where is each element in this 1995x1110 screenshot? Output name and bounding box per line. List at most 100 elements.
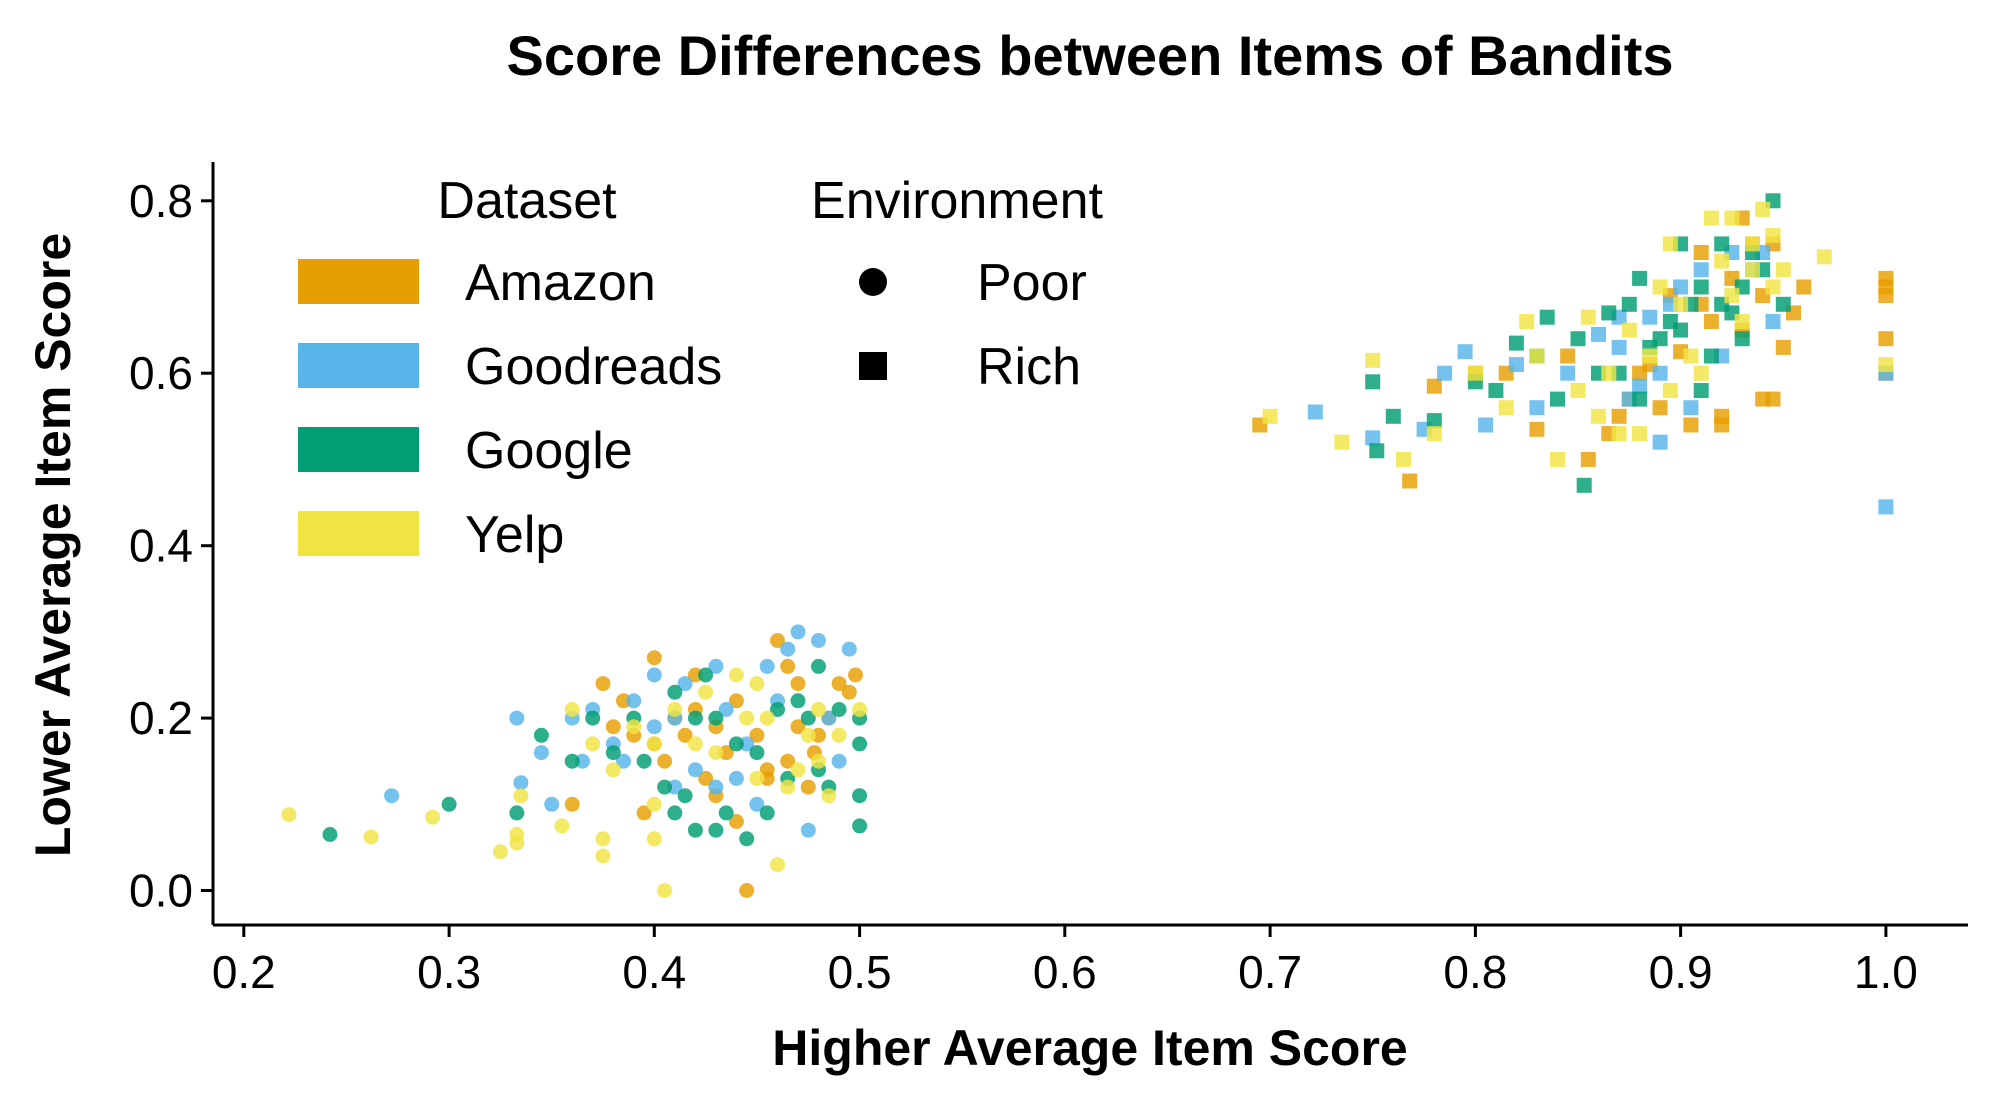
point-goodreads-rich-9: [1591, 326, 1606, 342]
point-goodreads-rich-5: [1478, 417, 1494, 433]
point-amazon-poor-29: [790, 719, 806, 735]
point-google-poor-0: [322, 827, 338, 842]
point-goodreads-poor-30: [646, 719, 662, 735]
y-tick-label-0-8: 0.8: [129, 175, 193, 227]
point-yelp-rich-33: [1662, 383, 1678, 398]
y-tick-label-0-4: 0.4: [129, 520, 193, 572]
point-goodreads-rich-0: [1307, 404, 1323, 420]
x-tick-label-1-0: 1.0: [1854, 946, 1918, 998]
point-yelp-rich-10: [1580, 309, 1596, 325]
point-amazon-rich-25: [1775, 339, 1791, 355]
point-google-poor-8: [636, 753, 652, 769]
legend-marker-poor: [859, 268, 887, 296]
point-goodreads-poor-23: [821, 710, 837, 726]
point-yelp-poor-21: [728, 667, 744, 683]
point-yelp-rich-36: [1765, 227, 1781, 243]
point-yelp-rich-3: [1396, 451, 1411, 467]
point-goodreads-poor-27: [749, 796, 765, 812]
point-amazon-poor-23: [848, 667, 863, 683]
point-google-poor-32: [687, 710, 703, 726]
point-yelp-rich-12: [1601, 365, 1617, 381]
point-amazon-poor-30: [564, 796, 580, 812]
legend-label-rich: Rich: [977, 338, 1081, 396]
point-google-rich-9: [1550, 391, 1565, 407]
point-amazon-poor-12: [739, 883, 755, 898]
point-google-rich-15: [1632, 391, 1648, 407]
point-goodreads-rich-12: [1632, 378, 1648, 394]
legend-swatch-amazon: [298, 259, 419, 304]
point-yelp-poor-28: [800, 727, 816, 743]
point-yelp-rich-32: [1745, 236, 1760, 252]
point-google-poor-11: [667, 684, 683, 700]
x-tick-label-0-6: 0.6: [1033, 946, 1097, 998]
point-yelp-rich-13: [1621, 322, 1637, 338]
point-goodreads-poor-1: [509, 710, 525, 726]
point-yelp-poor-11: [595, 831, 611, 847]
point-amazon-poor-4: [657, 753, 673, 769]
point-goodreads-poor-9: [626, 693, 642, 709]
point-goodreads-poor-14: [708, 658, 724, 674]
point-yelp-rich-9: [1570, 383, 1586, 398]
point-yelp-poor-6: [513, 788, 529, 804]
point-google-poor-15: [708, 710, 724, 726]
point-yelp-poor-29: [811, 753, 826, 769]
point-google-rich-8: [1539, 309, 1555, 325]
point-amazon-rich-6: [1560, 348, 1576, 364]
point-amazon-poor-22: [841, 684, 857, 700]
point-google-rich-30: [1693, 383, 1709, 398]
point-google-poor-17: [728, 736, 744, 752]
point-amazon-poor-27: [728, 814, 744, 829]
point-amazon-rich-36: [1755, 391, 1771, 407]
point-google-rich-5: [1488, 383, 1504, 398]
legend-label-amazon: Amazon: [465, 254, 656, 312]
point-amazon-poor-31: [605, 719, 621, 735]
point-yelp-rich-6: [1498, 400, 1514, 416]
point-goodreads-poor-12: [677, 676, 693, 692]
point-yelp-poor-26: [780, 779, 796, 795]
point-goodreads-poor-15: [718, 702, 734, 717]
point-goodreads-rich-8: [1560, 365, 1576, 381]
point-yelp-rich-1: [1334, 434, 1350, 450]
x-axis-ticks: 0.2 0.3 0.4 0.5 0.6 0.7 0.8 0.9 1.0: [212, 925, 1918, 998]
point-google-poor-14: [698, 667, 714, 683]
legend-title-dataset: Dataset: [437, 172, 617, 230]
point-amazon-poor-17: [790, 676, 806, 692]
point-google-poor-16: [718, 805, 734, 821]
point-google-poor-13: [687, 822, 703, 838]
x-tick-label-0-3: 0.3: [417, 946, 481, 998]
point-google-poor-31: [852, 818, 868, 834]
point-goodreads-poor-0: [384, 788, 400, 804]
point-yelp-poor-3: [492, 844, 508, 860]
point-yelp-rich-26: [1765, 279, 1781, 295]
point-yelp-poor-0: [281, 807, 297, 823]
point-google-poor-9: [657, 779, 673, 795]
point-yelp-poor-20: [708, 745, 724, 761]
point-yelp-poor-2: [425, 809, 441, 825]
point-goodreads-poor-6: [575, 753, 590, 769]
point-yelp-rich-25: [1755, 201, 1771, 217]
point-amazon-poor-18: [800, 779, 816, 795]
point-yelp-rich-20: [1703, 210, 1719, 226]
point-yelp-rich-22: [1724, 210, 1740, 226]
point-amazon-poor-8: [698, 770, 714, 786]
point-amazon-rich-30: [1878, 288, 1894, 304]
point-amazon-rich-13: [1652, 400, 1668, 416]
point-yelp-rich-16: [1652, 279, 1668, 295]
point-yelp-poor-32: [852, 702, 868, 717]
point-yelp-rich-2: [1365, 352, 1381, 368]
point-amazon-poor-6: [677, 727, 693, 743]
x-tick-label-0-8: 0.8: [1443, 946, 1507, 998]
point-goodreads-poor-17: [739, 736, 755, 752]
point-amazon-poor-0: [595, 676, 611, 692]
point-google-rich-3: [1426, 413, 1442, 429]
point-amazon-rich-27: [1796, 279, 1812, 295]
point-goodreads-rich-23: [1765, 314, 1781, 329]
point-yelp-rich-8: [1550, 451, 1565, 467]
point-yelp-rich-27: [1775, 262, 1791, 278]
point-google-poor-10: [667, 805, 683, 821]
legend-label-poor: Poor: [977, 254, 1087, 312]
point-yelp-rich-15: [1642, 348, 1658, 364]
point-google-poor-1: [441, 796, 457, 812]
point-yelp-poor-1: [363, 829, 379, 845]
